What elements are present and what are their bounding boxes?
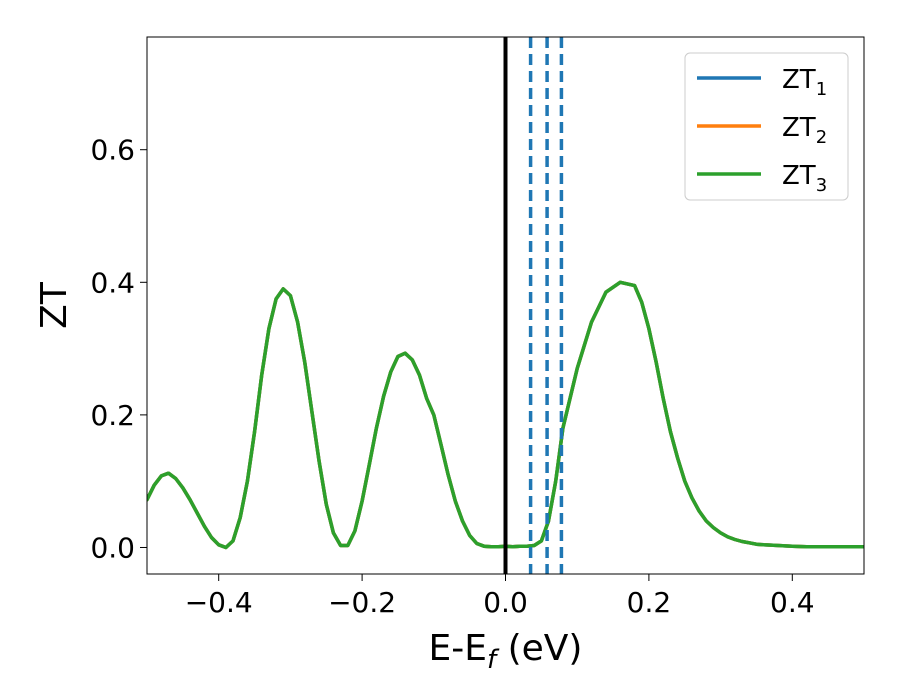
x-axis: −0.4 −0.2 0.0 0.2 0.4 (185, 574, 815, 619)
x-tick-label: 0.2 (627, 586, 672, 619)
x-tick-label: −0.4 (185, 586, 253, 619)
y-tick-label: 0.6 (90, 134, 135, 167)
legend-label-zt3: ZT3 (782, 161, 827, 196)
y-tick-label: 0.2 (90, 399, 135, 432)
series-line-zt3 (147, 280, 864, 550)
x-tick-label: 0.4 (770, 586, 815, 619)
y-tick-label: 0.0 (90, 531, 135, 564)
y-axis: 0.0 0.2 0.4 0.6 (90, 134, 147, 564)
legend-label-zt2: ZT2 (782, 113, 827, 148)
x-axis-label: E-Ef (eV) (429, 628, 583, 675)
x-tick-label: 0.0 (483, 586, 528, 619)
legend-label-zt1: ZT1 (782, 65, 827, 100)
y-tick-label: 0.4 (90, 266, 135, 299)
legend-box (684, 52, 849, 201)
plot-area (147, 37, 864, 574)
y-axis-label: ZT (34, 281, 75, 329)
x-tick-label: −0.2 (328, 586, 396, 619)
legend: ZT1 ZT2 ZT3 (684, 52, 849, 201)
